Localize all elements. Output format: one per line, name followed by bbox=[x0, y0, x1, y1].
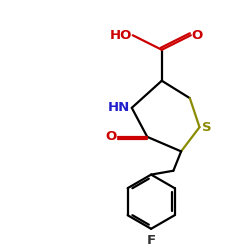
Text: O: O bbox=[192, 29, 203, 42]
Text: F: F bbox=[146, 234, 156, 247]
Text: HN: HN bbox=[108, 101, 130, 114]
Text: O: O bbox=[105, 130, 116, 143]
Text: S: S bbox=[202, 121, 212, 134]
Text: HO: HO bbox=[110, 29, 132, 42]
